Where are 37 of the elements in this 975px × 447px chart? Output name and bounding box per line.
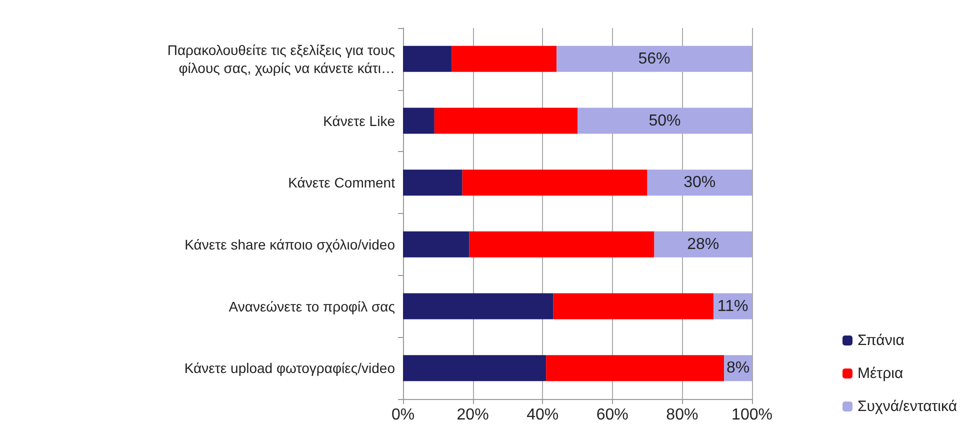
x-tick-label: 60% (596, 406, 628, 424)
bar (434, 108, 578, 134)
bar (403, 170, 462, 196)
y-tick-label: Κάνετε Comment (288, 174, 396, 191)
bar (553, 293, 714, 320)
data-label: 8% (726, 360, 750, 377)
bar (462, 170, 648, 196)
legend-label: Σπάνια (857, 332, 905, 349)
legend-label: Συχνά/εντατικά (857, 398, 958, 415)
bar (403, 293, 554, 320)
bar (403, 231, 470, 258)
data-label: 56% (638, 50, 670, 68)
x-tick-label: 20% (456, 406, 489, 424)
y-tick-label: Παρακολουθείτε τις εξελίξεις για τους φίλους σας, χωρίς να κάνετε κάτι… (167, 42, 396, 76)
bar (654, 231, 752, 258)
bar (647, 170, 752, 196)
y-tick-label: Ανανεώνετε το προφίλ σας (228, 298, 396, 314)
bar (452, 46, 557, 72)
x-tick-label: 40% (526, 406, 559, 424)
bar (403, 355, 546, 382)
y-tick-label: Κάνετε share κάποιο σχόλιο/video (184, 236, 396, 252)
data-label: 50% (648, 112, 681, 130)
bar (546, 355, 724, 382)
legend-label: Μέτρια (857, 365, 904, 382)
bar (469, 231, 654, 258)
y-tick-label: Κάνετε Like (323, 112, 396, 129)
x-tick-label: 100% (732, 406, 772, 424)
data-label: 30% (684, 174, 716, 192)
data-label: 28% (687, 236, 720, 253)
data-label: 11% (717, 298, 748, 315)
x-tick-label: 80% (666, 406, 698, 424)
bar (556, 46, 752, 72)
bar (578, 108, 752, 134)
bar (403, 108, 434, 134)
x-tick-label: 0% (391, 406, 415, 424)
bar (403, 46, 452, 72)
y-tick-label: Κάνετε upload φωτογραφίες/video (184, 360, 396, 376)
